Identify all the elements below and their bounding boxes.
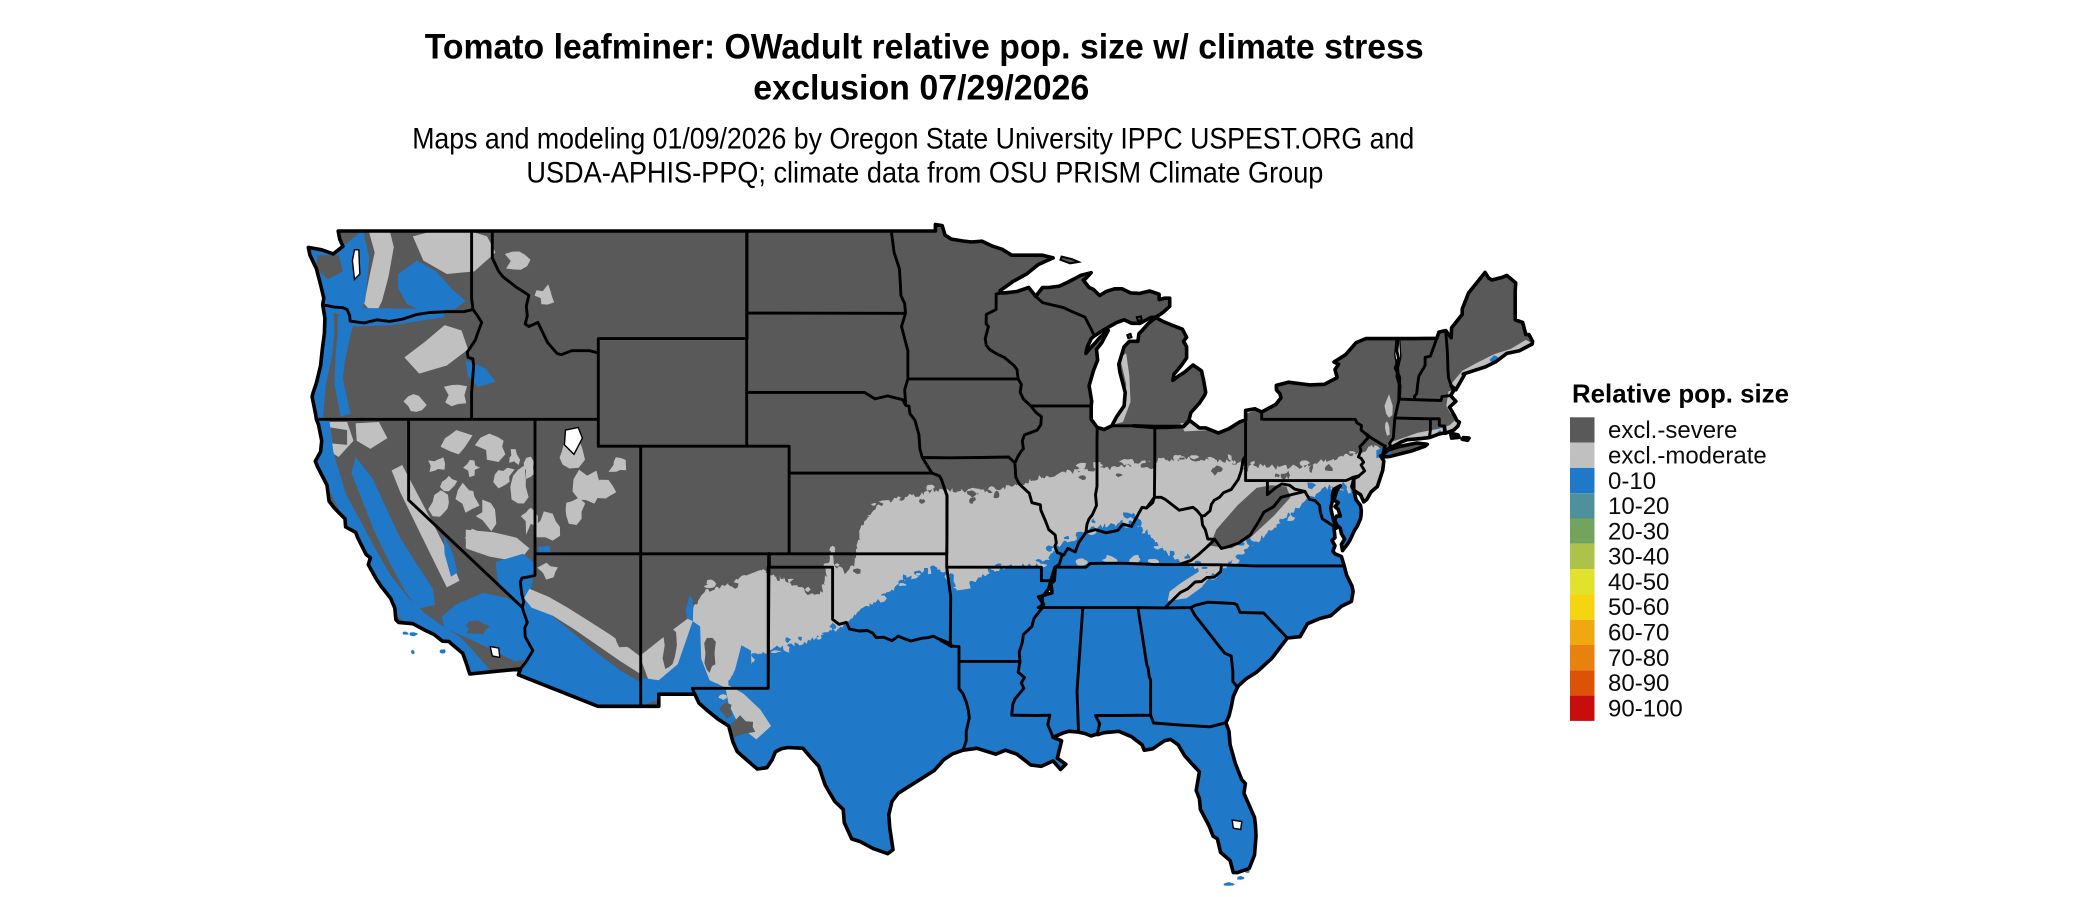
- svg-text:20-30: 20-30: [1608, 518, 1669, 545]
- svg-text:10-20: 10-20: [1608, 493, 1669, 520]
- svg-text:USDA-APHIS-PPQ; climate data f: USDA-APHIS-PPQ; climate data from OSU PR…: [526, 156, 1323, 189]
- svg-text:Maps and modeling 01/09/2026 b: Maps and modeling 01/09/2026 by Oregon S…: [412, 123, 1414, 156]
- svg-text:excl.-moderate: excl.-moderate: [1608, 442, 1767, 469]
- svg-text:30-40: 30-40: [1608, 544, 1669, 571]
- svg-text:0-10: 0-10: [1608, 468, 1656, 495]
- svg-text:40-50: 40-50: [1608, 569, 1669, 596]
- svg-text:excl.-severe: excl.-severe: [1608, 417, 1737, 444]
- svg-text:70-80: 70-80: [1608, 645, 1669, 672]
- svg-text:exclusion 07/29/2026: exclusion 07/29/2026: [753, 69, 1089, 108]
- svg-text:60-70: 60-70: [1608, 620, 1669, 647]
- svg-text:Relative pop. size: Relative pop. size: [1572, 378, 1789, 408]
- svg-text:Tomato leafminer: OWadult rela: Tomato leafminer: OWadult relative pop. …: [425, 27, 1424, 66]
- svg-text:50-60: 50-60: [1608, 594, 1669, 621]
- svg-text:80-90: 80-90: [1608, 670, 1669, 697]
- svg-text:90-100: 90-100: [1608, 696, 1683, 723]
